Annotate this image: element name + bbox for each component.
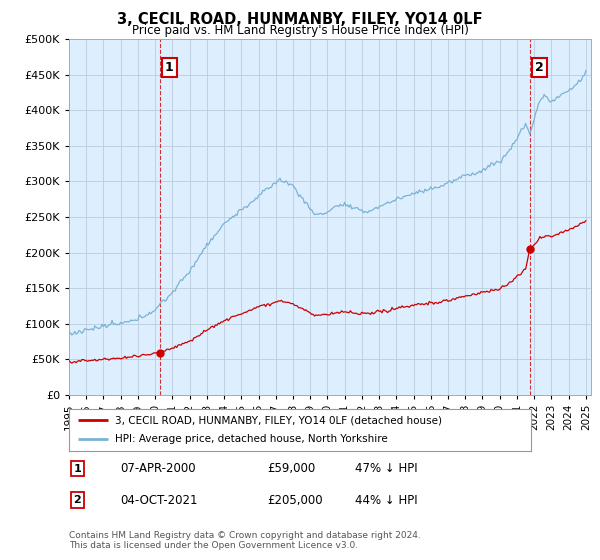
- Text: £59,000: £59,000: [268, 462, 316, 475]
- Text: 3, CECIL ROAD, HUNMANBY, FILEY, YO14 0LF: 3, CECIL ROAD, HUNMANBY, FILEY, YO14 0LF: [117, 12, 483, 27]
- Text: 44% ↓ HPI: 44% ↓ HPI: [355, 493, 418, 507]
- Text: Contains HM Land Registry data © Crown copyright and database right 2024.
This d: Contains HM Land Registry data © Crown c…: [69, 530, 421, 550]
- Text: 1: 1: [74, 464, 82, 474]
- Text: HPI: Average price, detached house, North Yorkshire: HPI: Average price, detached house, Nort…: [115, 435, 388, 445]
- Text: 3, CECIL ROAD, HUNMANBY, FILEY, YO14 0LF (detached house): 3, CECIL ROAD, HUNMANBY, FILEY, YO14 0LF…: [115, 415, 442, 425]
- Text: 1: 1: [165, 61, 174, 74]
- Text: 07-APR-2000: 07-APR-2000: [120, 462, 196, 475]
- Text: 2: 2: [535, 61, 544, 74]
- Text: 2: 2: [74, 495, 82, 505]
- Text: 47% ↓ HPI: 47% ↓ HPI: [355, 462, 418, 475]
- Text: 04-OCT-2021: 04-OCT-2021: [120, 493, 197, 507]
- Text: £205,000: £205,000: [268, 493, 323, 507]
- Text: Price paid vs. HM Land Registry's House Price Index (HPI): Price paid vs. HM Land Registry's House …: [131, 24, 469, 36]
